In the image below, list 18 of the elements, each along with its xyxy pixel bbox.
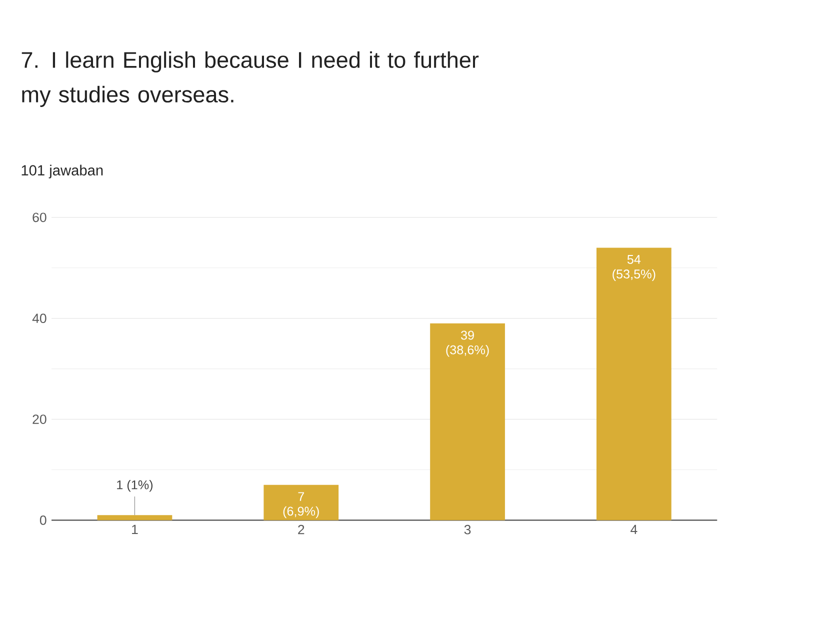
x-tick-label: 2 <box>298 524 304 534</box>
data-label: 39 (38,6%) <box>446 330 489 357</box>
x-tick-label: 1 <box>132 524 138 534</box>
y-tick-label: 20 <box>32 414 46 424</box>
x-tick-label: 3 <box>464 524 471 534</box>
bar <box>430 323 505 520</box>
chart-subtitle: 101 jawaban <box>22 164 103 178</box>
y-tick-label: 40 <box>32 314 46 323</box>
x-tick-label: 4 <box>630 524 638 534</box>
bar <box>596 248 672 520</box>
chart-title: 7. I learn English because I need it to further my studies overseas. <box>22 51 479 107</box>
data-label: 1 (1%) <box>117 480 153 492</box>
data-label: 54 (53,5%) <box>612 254 656 281</box>
y-tick-label: 0 <box>40 515 46 525</box>
y-tick-label: 60 <box>32 212 46 222</box>
data-label: 7 (6,9%) <box>283 492 319 518</box>
bar <box>97 515 172 520</box>
bar <box>264 484 339 520</box>
